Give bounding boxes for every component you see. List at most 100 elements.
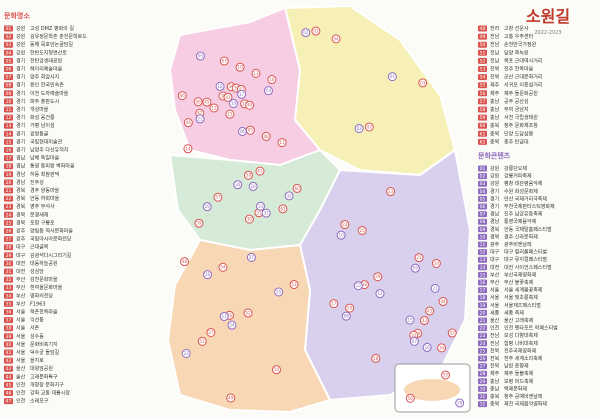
map-marker-number: 05 <box>248 128 254 133</box>
item-badge <box>4 122 13 129</box>
item-region: 경북 <box>16 219 26 226</box>
map-marker-number: 12 <box>211 105 217 110</box>
item-name: 청주 공예비엔날레 <box>504 393 543 400</box>
item-name: 부산국제영화제 <box>504 271 537 278</box>
item-region: 울산 <box>16 365 26 372</box>
item-region: 인천 <box>16 381 26 388</box>
map-marker <box>237 126 247 136</box>
item-name: 전주 한옥마을 <box>504 66 534 73</box>
item-name: 고흥 우주센터 <box>504 33 533 40</box>
item-region: 경기 <box>16 114 25 121</box>
map-marker-number: 16 <box>269 77 275 82</box>
item-name: 세종 축제 <box>504 309 524 316</box>
map-marker-number: 24 <box>434 261 440 266</box>
map-marker <box>218 262 228 272</box>
map-marker <box>422 342 432 352</box>
item-number: 50 <box>480 42 486 48</box>
item-number: 51 <box>480 50 486 56</box>
map-marker <box>180 257 190 267</box>
map-marker-number: 35 <box>411 333 417 338</box>
map-marker <box>203 270 213 280</box>
item-name: 문화비축기지 <box>30 341 58 348</box>
map-marker-number: 51 <box>200 339 206 344</box>
item-name: 통영국제음악제 <box>504 218 537 225</box>
item-region: 경남 <box>16 155 26 162</box>
map-marker <box>371 353 381 363</box>
item-name: 대구 컬러풀페스티벌 <box>504 249 547 256</box>
item-badge <box>478 122 487 129</box>
item-number: 23 <box>6 204 12 210</box>
item-number: 06 <box>6 67 12 73</box>
map-marker <box>248 181 258 191</box>
item-number: 12 <box>6 115 12 121</box>
map-marker-number: 59 <box>196 221 202 226</box>
map-marker-number: 04 <box>266 88 272 93</box>
map-marker-number: 17 <box>331 301 337 306</box>
item-badge <box>4 349 13 356</box>
item-badge <box>4 292 13 299</box>
item-number: 62 <box>480 139 486 145</box>
map-marker-number: 01 <box>313 29 319 34</box>
map-marker <box>405 393 415 403</box>
item-name: 제천 국제음악영화제 <box>504 401 547 408</box>
item-region: 전라 <box>490 25 500 32</box>
item-name: 이천 도자예술마을 <box>30 90 69 97</box>
map-marker-number: 07 <box>412 339 418 344</box>
item-region: 광주 <box>490 241 500 248</box>
item-region: 제주 <box>490 82 500 89</box>
item-number: 41 <box>6 350 12 356</box>
item-number: 14 <box>480 265 486 271</box>
item-number: 19 <box>480 303 486 309</box>
item-number: 58 <box>480 107 486 113</box>
item-badge <box>478 249 487 256</box>
item-name: 영화의전당 <box>30 292 53 299</box>
item-name: 군산 근대문화거리 <box>504 74 542 81</box>
item-number: 57 <box>480 99 486 105</box>
item-name: 용인 한국민속촌 <box>30 82 64 89</box>
map-marker-number: 31 <box>256 210 262 215</box>
item-number: 02 <box>6 34 12 40</box>
map-marker-number: 11 <box>280 140 286 145</box>
map-marker-number: 54 <box>220 265 226 270</box>
item-region: 전북 <box>490 66 500 73</box>
item-region: 전남 <box>490 340 500 347</box>
item-region: 경기 <box>16 66 25 73</box>
item-badge <box>4 163 13 170</box>
item-number: 49 <box>480 34 486 40</box>
map-marker <box>277 138 287 148</box>
item-region: 대전 <box>16 260 26 267</box>
item-badge <box>4 309 13 315</box>
item-badge <box>478 363 487 370</box>
item-badge <box>4 41 13 48</box>
map-marker-number: 45 <box>204 100 210 105</box>
map-marker-number: 56 <box>408 396 414 401</box>
item-name: 북촌한옥마을 <box>30 309 58 316</box>
item-badge <box>478 355 487 362</box>
map-marker-number: 47 <box>197 111 203 116</box>
map-marker-number: 32 <box>450 331 456 336</box>
item-badge <box>478 340 487 347</box>
item-region: 경기 <box>16 106 25 113</box>
item-number: 47 <box>6 399 12 405</box>
item-region: 충남 <box>490 106 500 113</box>
item-badge <box>478 271 487 278</box>
item-number: 27 <box>480 364 486 370</box>
item-name: 대동하늘공원 <box>30 260 58 267</box>
map-marker <box>437 343 447 353</box>
item-name: 남원 춘향제 <box>504 363 529 370</box>
item-badge <box>4 90 13 97</box>
item-name: 서울 세계불꽃축제 <box>504 287 543 294</box>
item-name: 한탄강생태공원 <box>30 57 63 64</box>
item-name: 고성 DMZ 평화의 길 <box>30 25 74 32</box>
item-region: 제주 <box>490 370 500 377</box>
item-name: 덕수궁 돌담길 <box>30 349 60 356</box>
map-marker-number: 46 <box>186 120 192 125</box>
logo: 소원길 2022-2023 <box>526 7 570 36</box>
map-marker <box>336 230 346 240</box>
map-marker-number: 41 <box>225 95 231 100</box>
item-name: 담양 죽녹원 <box>504 49 529 56</box>
map-marker-number: 58 <box>246 173 252 178</box>
item-region: 서울 <box>16 309 26 316</box>
map-marker-number: 50 <box>274 367 280 372</box>
item-name: 목포 근대역사거리 <box>504 57 542 64</box>
